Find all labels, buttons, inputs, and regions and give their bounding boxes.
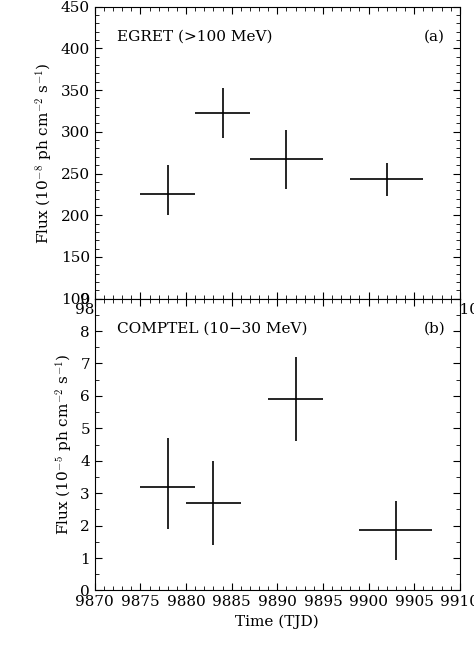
Text: (a): (a) [424, 30, 445, 44]
X-axis label: Time (TJD): Time (TJD) [236, 615, 319, 629]
Y-axis label: Flux (10$^{-5}$ ph cm$^{-2}$ s$^{-1}$): Flux (10$^{-5}$ ph cm$^{-2}$ s$^{-1}$) [54, 354, 74, 535]
Text: COMPTEL (10−30 MeV): COMPTEL (10−30 MeV) [117, 322, 307, 336]
Y-axis label: Flux (10$^{-8}$ ph cm$^{-2}$ s$^{-1}$): Flux (10$^{-8}$ ph cm$^{-2}$ s$^{-1}$) [34, 62, 55, 244]
Text: EGRET (>100 MeV): EGRET (>100 MeV) [117, 30, 272, 44]
Text: (b): (b) [423, 322, 445, 336]
